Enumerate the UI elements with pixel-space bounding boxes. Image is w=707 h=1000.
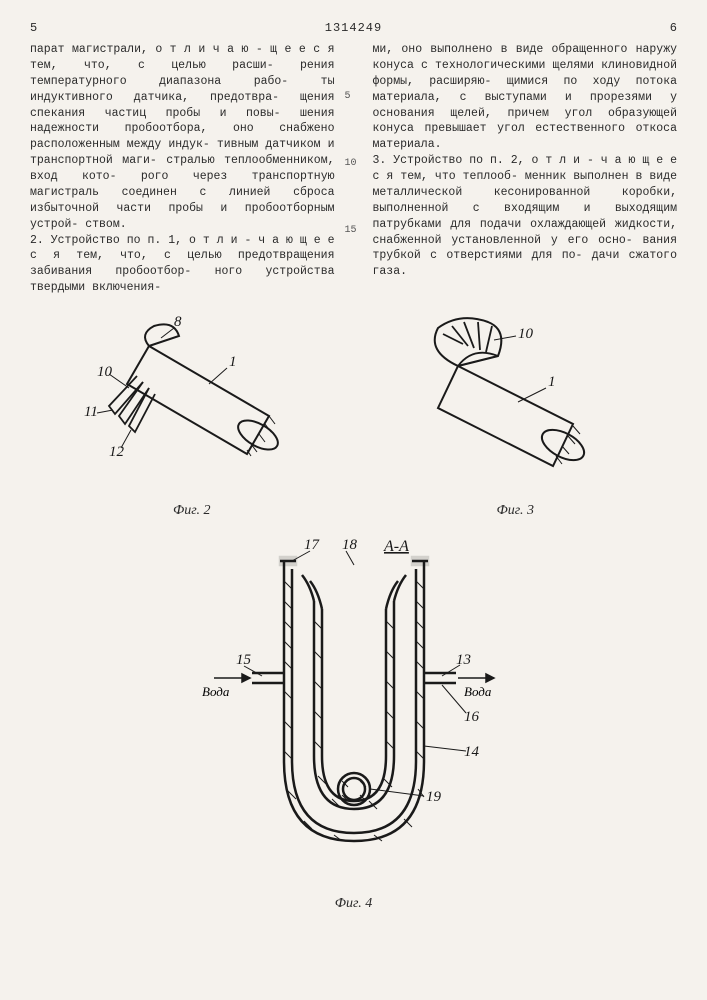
callout-1-fig3: 1 — [548, 374, 556, 390]
line-no-10: 10 — [345, 157, 357, 171]
callout-19: 19 — [426, 789, 442, 805]
fig4-label: Фиг. 4 — [30, 895, 677, 914]
callout-1-fig2: 1 — [229, 354, 237, 370]
fig2-label: Фиг. 2 — [173, 502, 211, 521]
water-out-label: Вода — [464, 684, 492, 699]
line-no-15: 15 — [345, 224, 357, 238]
col-num-right: 6 — [670, 20, 677, 36]
callout-15: 15 — [236, 652, 252, 668]
fig4-wrap: А-А — [30, 531, 677, 891]
right-col-para1: ми, оно выполнено в виде обращенного нар… — [373, 43, 678, 151]
figures-area: 8 10 11 12 1 — [30, 316, 677, 914]
right-column: ми, оно выполнено в виде обращенного нар… — [373, 42, 678, 296]
callout-10: 10 — [97, 364, 113, 380]
header-row: 5 1314249 6 — [30, 20, 677, 36]
figure-2: 8 10 11 12 1 — [79, 316, 309, 496]
text-columns: парат магистрали, о т л и ч а ю - щ е е … — [30, 42, 677, 296]
callout-17: 17 — [304, 537, 321, 553]
fig3-label: Фиг. 3 — [496, 502, 534, 521]
line-no-5: 5 — [345, 90, 351, 104]
left-col-para1: парат магистрали, о т л и ч а ю - щ е е … — [30, 43, 335, 230]
callout-10-fig3: 10 — [518, 326, 534, 342]
callout-16: 16 — [464, 709, 480, 725]
figure-4: А-А — [174, 531, 534, 891]
doc-number: 1314249 — [37, 20, 670, 36]
callout-8: 8 — [174, 316, 182, 330]
top-figures-row: 8 10 11 12 1 — [30, 316, 677, 496]
water-in-label: Вода — [202, 684, 230, 699]
callout-14: 14 — [464, 744, 480, 760]
col-num-left: 5 — [30, 20, 37, 36]
callout-18: 18 — [342, 537, 358, 553]
section-label: А-А — [383, 538, 409, 555]
left-col-para2: 2. Устройство по п. 1, о т л и - ч а ю щ… — [30, 234, 335, 295]
left-column: парат магистрали, о т л и ч а ю - щ е е … — [30, 42, 335, 296]
top-captions: Фиг. 2 Фиг. 3 — [30, 502, 677, 521]
callout-11: 11 — [84, 404, 98, 420]
right-col-para2: 3. Устройство по п. 2, о т л и - ч а ю щ… — [373, 154, 678, 278]
figure-3: 10 1 — [408, 316, 628, 496]
